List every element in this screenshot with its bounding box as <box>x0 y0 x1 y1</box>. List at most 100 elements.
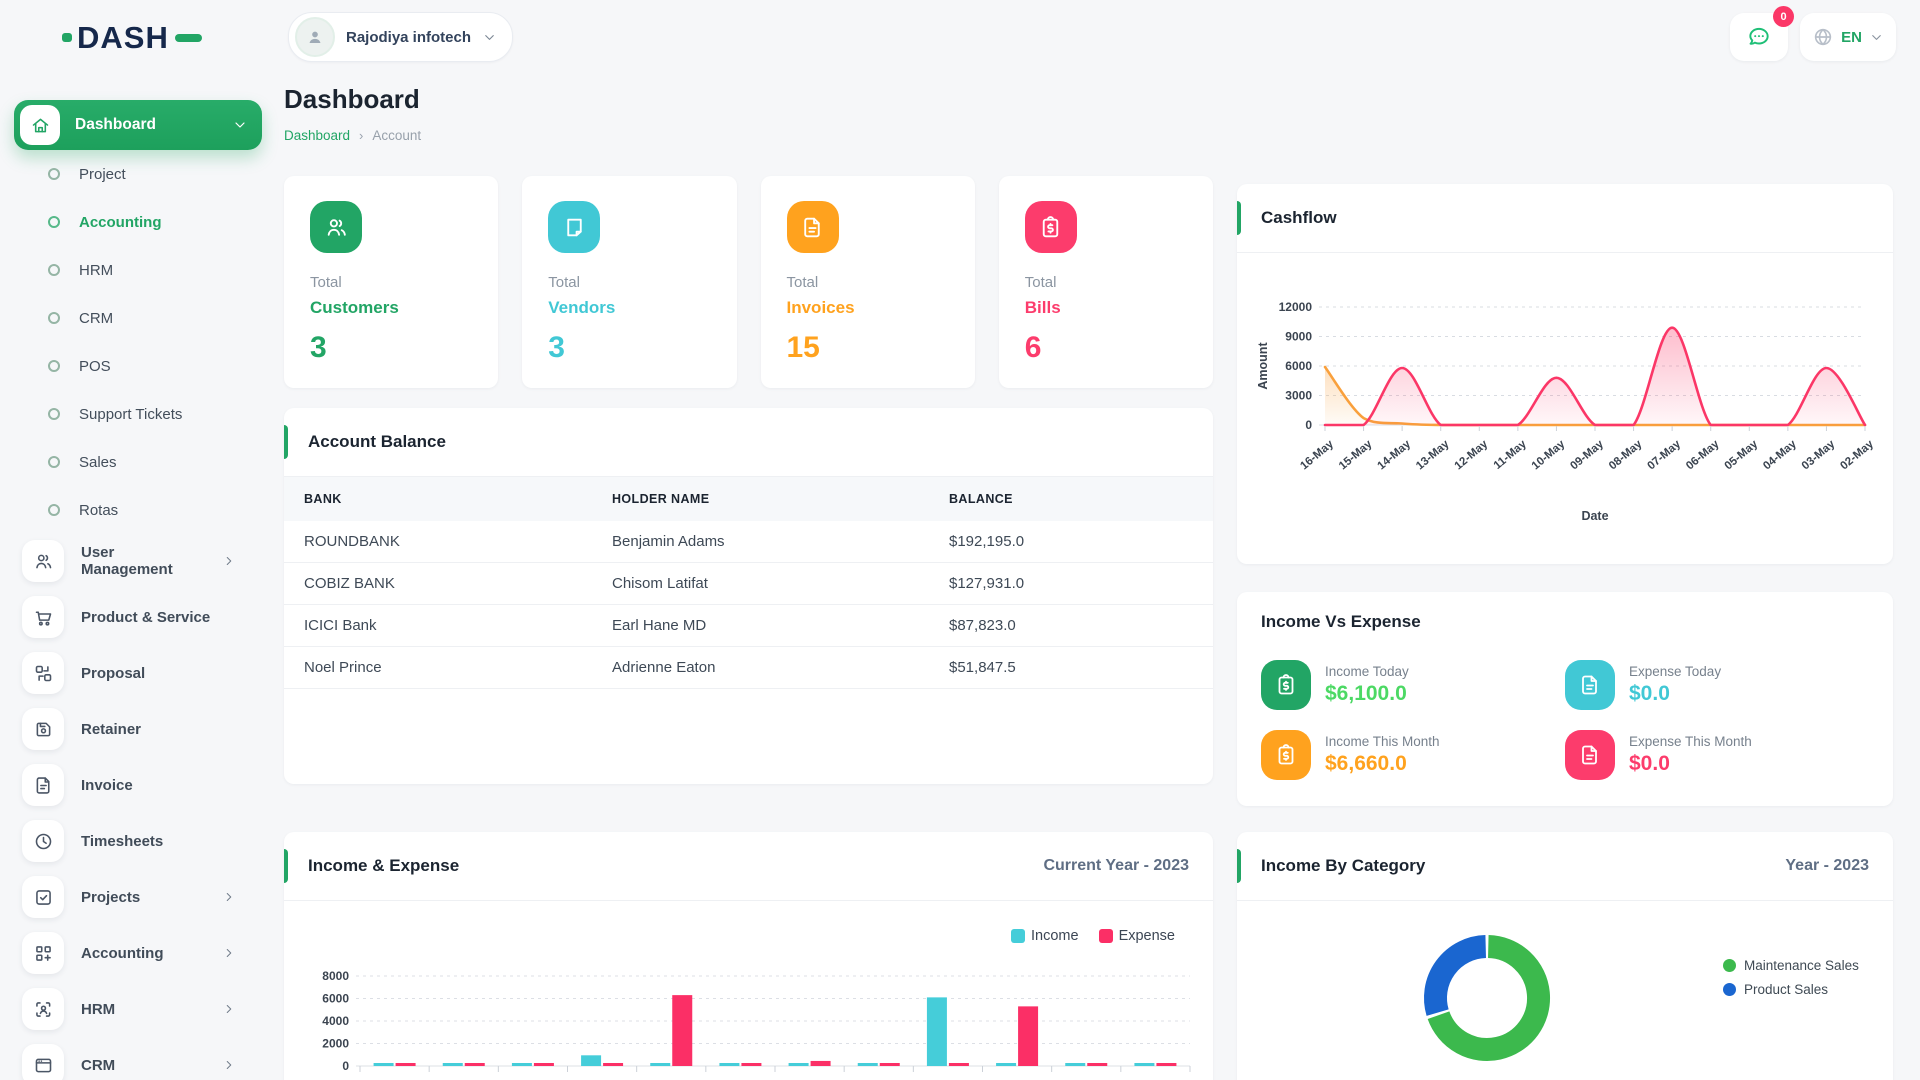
dot-ring-icon <box>48 360 60 372</box>
sidebar-item-timesheets[interactable]: Timesheets <box>0 813 260 869</box>
save-icon <box>36 722 50 736</box>
workspace-name: Rajodiya infotech <box>346 28 472 46</box>
chevron-down-icon <box>235 122 245 128</box>
stat-label: Total <box>786 274 819 291</box>
sidebar-subitem-hrm[interactable]: HRM <box>0 246 260 294</box>
proposal-icon-tile <box>22 652 64 694</box>
breadcrumb-separator: › <box>359 128 364 143</box>
table-row: COBIZ BANK Chisom Latifat $127,931.0 <box>284 562 1213 605</box>
sidebar-item-proposal[interactable]: Proposal <box>0 645 260 701</box>
home-icon <box>20 105 60 145</box>
stat-card-invoices[interactable]: Total Invoices 15 <box>760 176 975 388</box>
sidebar-item-label: HRM <box>81 1000 116 1018</box>
sidebar-subitem-crm[interactable]: CRM <box>0 294 260 342</box>
legend-dot <box>1723 983 1736 996</box>
sidebar-subitem-support-tickets[interactable]: Support Tickets <box>0 390 260 438</box>
svg-text:Date: Date <box>1581 509 1608 523</box>
legend-item-income[interactable]: Income <box>1011 928 1079 944</box>
legend-item-maintenance-sales[interactable]: Maintenance Sales <box>1723 958 1859 973</box>
stat-card-vendors[interactable]: Total Vendors 3 <box>522 176 737 388</box>
column-header-balance: BALANCE <box>949 492 1013 506</box>
stat-name: Bills <box>1024 298 1061 317</box>
svg-text:03-May: 03-May <box>1800 438 1838 473</box>
clipboard-dollar-icon <box>1024 201 1077 253</box>
chevron-right-icon <box>226 1060 232 1070</box>
holder-cell: Earl Hane MD <box>592 604 929 647</box>
clipboard-dollar-icon <box>1261 730 1311 780</box>
card-title: Account Balance <box>308 432 446 451</box>
clipboard-dollar-icon <box>1278 744 1294 765</box>
balance-cell: $51,847.5 <box>929 646 1213 689</box>
clipboard-dollar-icon <box>1043 215 1059 237</box>
sidebar-item-label: Product & Service <box>81 608 211 626</box>
chevron-down-icon <box>232 117 248 133</box>
sidebar-item-dashboard[interactable]: Dashboard <box>14 100 262 150</box>
card-title: Income & Expense <box>308 856 460 875</box>
stat-label: Total <box>310 274 342 291</box>
app-logo[interactable]: DASH <box>62 22 202 53</box>
sidebar-item-user-management[interactable]: User Management <box>0 533 260 589</box>
svg-text:0: 0 <box>1305 418 1312 432</box>
person-icon <box>309 31 321 43</box>
chevron-down-icon <box>485 34 494 40</box>
check-square-icon <box>35 889 51 905</box>
svg-text:10-May: 10-May <box>1530 438 1568 473</box>
dot-ring-icon <box>48 456 60 468</box>
clock-icon <box>35 833 51 849</box>
file-icon <box>804 217 820 237</box>
legend-label: Income <box>1031 928 1079 944</box>
legend-item-product-sales[interactable]: Product Sales <box>1723 982 1859 997</box>
sidebar-item-label: Retainer <box>81 720 142 738</box>
table-row: ROUNDBANK Benjamin Adams $192,195.0 <box>284 521 1213 563</box>
workspace-switcher[interactable]: Rajodiya infotech <box>288 12 514 62</box>
sidebar-item-label: Invoice <box>81 776 133 794</box>
svg-text:4000: 4000 <box>322 1014 349 1028</box>
balance-cell: $192,195.0 <box>929 521 1213 563</box>
sidebar-item-invoice[interactable]: Invoice <box>0 757 260 813</box>
save-icon-tile <box>22 708 64 750</box>
stat-card-bills[interactable]: Total Bills 6 <box>998 176 1213 388</box>
svg-text:09-May: 09-May <box>1568 438 1606 473</box>
language-selector[interactable]: EN <box>1800 13 1896 61</box>
breadcrumb-link-dashboard[interactable]: Dashboard <box>284 128 351 143</box>
chevron-right-icon <box>226 892 232 902</box>
stat-value: 3 <box>310 331 327 364</box>
sidebar-item-projects[interactable]: Projects <box>0 869 260 925</box>
ive-value: $6,100.0 <box>1325 682 1407 705</box>
messages-button[interactable]: 0 <box>1730 6 1794 61</box>
stat-card-customers[interactable]: Total Customers 3 <box>284 176 499 388</box>
sidebar-item-label: Dashboard <box>75 116 156 133</box>
sidebar-subitem-accounting[interactable]: Accounting <box>0 198 260 246</box>
sidebar-subitem-rotas[interactable]: Rotas <box>0 486 260 534</box>
sidebar-subitem-label: HRM <box>79 261 114 279</box>
ive-item-expense-today: Expense Today $0.0 <box>1565 660 1869 710</box>
dot-ring-icon <box>48 264 60 276</box>
sidebar-item-hrm[interactable]: HRM <box>0 981 260 1037</box>
file-icon <box>1582 675 1597 695</box>
dot-ring-icon <box>48 312 60 324</box>
clock-icon-tile <box>22 820 64 862</box>
accent-bar <box>1237 201 1241 235</box>
stat-label: Total <box>548 274 580 291</box>
accent-bar <box>1237 849 1241 883</box>
card-subtitle: Current Year - 2023 <box>1043 857 1189 874</box>
language-code: EN <box>1841 28 1862 46</box>
sidebar-subitem-project[interactable]: Project <box>0 150 260 198</box>
chart-legend: Maintenance Sales Product Sales <box>1723 958 1859 1006</box>
legend-item-expense[interactable]: Expense <box>1098 928 1175 944</box>
card-header: Income By Category Year - 2023 <box>1237 832 1893 901</box>
dot-ring-icon <box>48 504 60 516</box>
sidebar-item-crm[interactable]: CRM <box>0 1037 260 1080</box>
svg-text:13-May: 13-May <box>1414 438 1452 473</box>
stat-value: 15 <box>786 331 820 364</box>
svg-text:08-May: 08-May <box>1607 438 1645 473</box>
chevron-down-icon <box>482 30 497 45</box>
sidebar-item-product-service[interactable]: Product & Service <box>0 589 260 645</box>
logo-dash-icon <box>174 33 202 42</box>
dot-ring-icon <box>48 168 60 180</box>
sidebar-item-retainer[interactable]: Retainer <box>0 701 260 757</box>
sidebar-subitem-pos[interactable]: POS <box>0 342 260 390</box>
sidebar-item-accounting[interactable]: Accounting <box>0 925 260 981</box>
legend-dot <box>1723 959 1736 972</box>
sidebar-subitem-sales[interactable]: Sales <box>0 438 260 486</box>
